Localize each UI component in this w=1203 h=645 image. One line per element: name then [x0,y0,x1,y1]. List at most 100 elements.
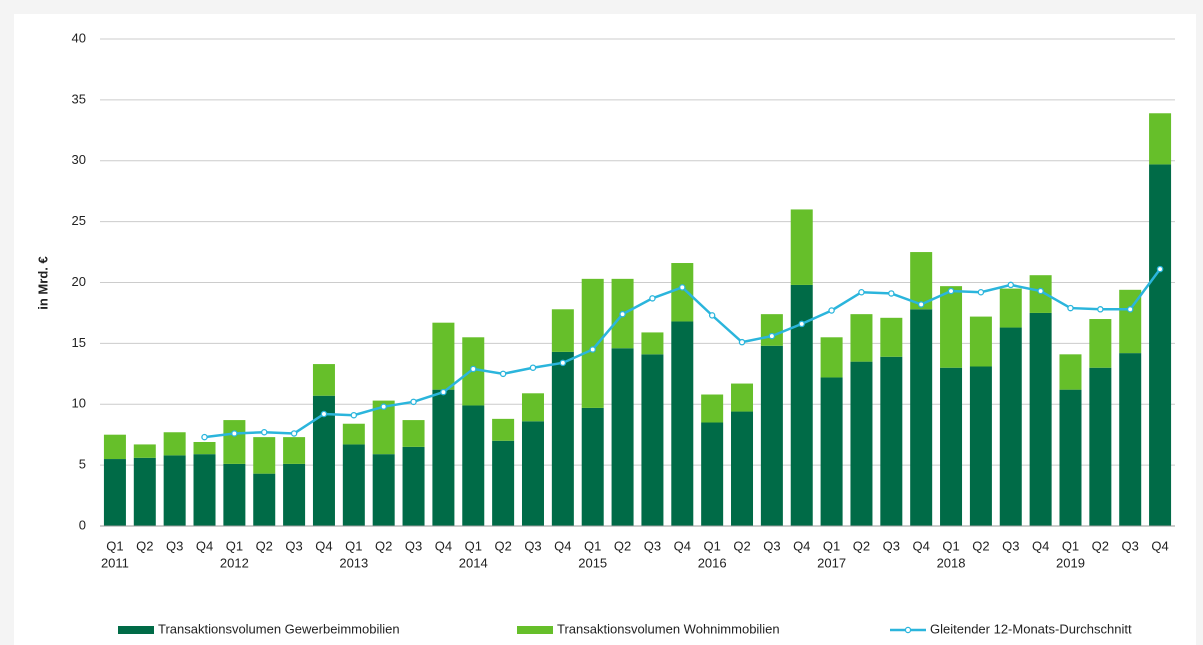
line-marker [350,411,358,419]
line-marker [977,288,985,296]
y-tick-label: 10 [72,396,86,411]
line-marker [201,433,208,441]
legend-swatch [517,626,553,634]
x-tick-label: Q4 [793,538,810,553]
line-marker [470,365,477,373]
y-tick-label: 35 [72,91,86,106]
bar [312,364,335,396]
bar [1119,353,1142,526]
x-year-label: 2012 [220,555,249,570]
x-tick-label: Q2 [375,538,392,553]
bar [701,394,724,423]
bar [611,348,634,526]
bar [850,314,873,362]
x-tick-label: Q4 [1032,538,1049,553]
line-marker [1097,306,1104,313]
bar [372,400,395,455]
panel [14,14,1196,645]
x-tick-label: Q4 [315,538,332,553]
x-year-label: 2018 [937,555,966,570]
x-tick-label: Q1 [465,538,482,553]
line-marker [738,338,746,346]
line-marker [1067,304,1074,312]
bar [1149,164,1172,526]
x-tick-label: Q3 [405,538,422,553]
bar [880,356,903,526]
legend-label: Gleitender 12-Monats-Durchschnitt [930,621,1132,636]
x-year-label: 2011 [101,555,129,570]
x-tick-label: Q3 [644,538,661,553]
bar [402,446,425,526]
x-tick-label: Q1 [226,538,243,553]
bar [910,309,933,526]
line-marker [888,290,895,297]
bar [1059,354,1082,390]
bar [103,434,126,460]
line-marker [290,430,298,437]
y-tick-label: 20 [72,274,86,289]
line-marker [679,284,686,291]
bar [462,405,485,526]
bar [671,321,694,526]
x-tick-label: Q3 [1122,538,1139,553]
x-tick-label: Q3 [524,538,541,553]
x-year-label: 2016 [698,555,727,570]
bar [253,473,276,526]
x-tick-label: Q2 [853,538,870,553]
bar [999,288,1022,328]
line-marker [231,430,238,437]
bar [163,432,186,456]
line-marker [917,301,925,308]
bar [760,314,783,346]
bar [581,407,604,526]
x-tick-label: Q3 [763,538,780,553]
legend-marker [904,626,912,634]
bar [402,420,425,447]
bar [283,463,306,526]
bar [820,377,843,526]
line-marker [559,359,567,367]
x-tick-label: Q1 [345,538,362,553]
bar [312,395,335,526]
y-tick-label: 0 [79,517,86,532]
bar [1089,319,1112,368]
line-marker [768,332,776,340]
bar [731,383,754,412]
legend-label: Transaktionsvolumen Wohnimmobilien [557,621,780,636]
bar [133,444,156,458]
bar [163,455,186,526]
x-tick-label: Q2 [614,538,631,553]
x-tick-label: Q2 [972,538,989,553]
x-year-label: 2017 [817,555,846,570]
x-year-label: 2014 [459,555,488,570]
line-marker [1037,287,1044,295]
bar [342,444,365,526]
x-tick-label: Q2 [733,538,750,553]
line-marker [320,410,328,418]
bar [910,252,933,310]
line-marker [529,364,537,371]
line-marker [380,403,387,410]
x-year-label: 2019 [1056,555,1085,570]
bar [790,284,813,526]
bar [253,437,276,474]
bar [372,454,395,526]
line-marker [708,312,716,319]
bar [760,345,783,526]
line-marker [1156,265,1164,273]
x-tick-label: Q4 [435,538,452,553]
bar [492,418,515,441]
bar [1029,312,1052,526]
bar [701,422,724,526]
bar [880,317,903,357]
bar [969,366,992,526]
x-tick-label: Q1 [942,538,959,553]
bar [521,421,544,526]
bar [1059,389,1082,526]
x-tick-label: Q1 [106,538,123,553]
y-tick-label: 25 [72,213,86,228]
bar [969,316,992,367]
line-marker [260,429,268,436]
x-tick-label: Q3 [285,538,302,553]
bar [940,367,963,526]
